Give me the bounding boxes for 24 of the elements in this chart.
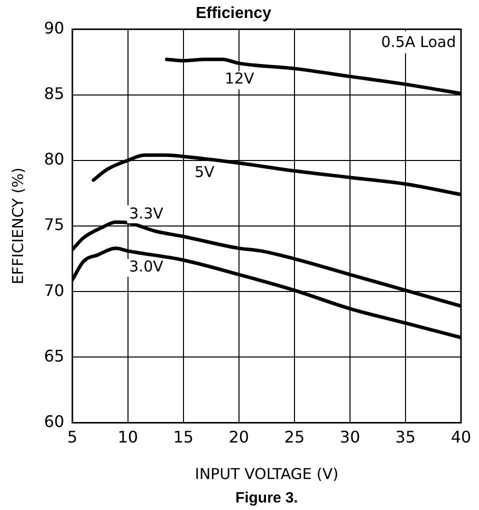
- x-tick-label: 35: [395, 428, 416, 447]
- series-label: 5V: [194, 162, 216, 181]
- annotation: 0.5A Load: [381, 33, 456, 52]
- series-label: 12V: [224, 70, 255, 88]
- x-tick-label: 25: [284, 428, 305, 447]
- y-tick-label: 80: [44, 150, 64, 169]
- y-tick-label: 60: [44, 412, 64, 431]
- x-tick-label: 20: [228, 428, 250, 447]
- y-tick-label: 65: [44, 346, 64, 366]
- x-tick-label: 10: [118, 428, 138, 447]
- x-tick-label: 30: [340, 428, 360, 447]
- series-label: 3.3V: [129, 204, 164, 223]
- x-tick-label: 15: [173, 428, 194, 447]
- chart-title: Efficiency: [196, 5, 272, 22]
- y-axis-title: EFFICIENCY (%): [8, 168, 27, 284]
- series-label: 3.0V: [129, 257, 164, 276]
- y-tick-label: 70: [44, 280, 64, 300]
- y-tick-label: 75: [44, 215, 64, 234]
- x-axis-title: INPUT VOLTAGE (V): [194, 464, 338, 483]
- y-tick-label: 85: [44, 84, 64, 103]
- y-tick-label: 90: [44, 18, 64, 38]
- x-tick-label: 5: [67, 428, 78, 447]
- x-tick-label: 40: [450, 428, 472, 447]
- caption: Figure 3.: [235, 490, 298, 507]
